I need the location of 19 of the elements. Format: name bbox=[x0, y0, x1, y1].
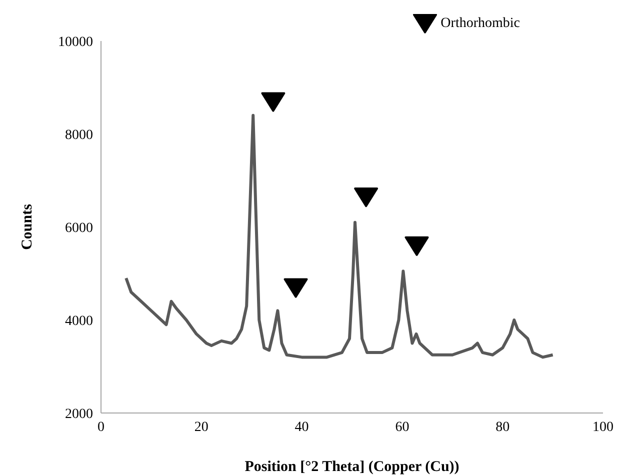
x-tick-label: 40 bbox=[294, 420, 309, 435]
y-tick-label: 8000 bbox=[65, 128, 93, 143]
y-tick-label: 4000 bbox=[65, 314, 93, 329]
x-tick-label: 100 bbox=[592, 420, 614, 435]
y-axis-title: Counts bbox=[19, 204, 36, 250]
point bbox=[284, 278, 308, 298]
x-tick-label: 60 bbox=[395, 420, 410, 435]
y-tick-label: 10000 bbox=[58, 34, 93, 50]
line-series bbox=[124, 114, 554, 359]
point bbox=[404, 236, 429, 256]
x-axis-title: Position [°2 Theta] (Copper (Cu)) bbox=[244, 459, 460, 475]
point bbox=[261, 92, 286, 112]
y-tick-label: 6000 bbox=[65, 220, 93, 236]
x-tick-label: 80 bbox=[496, 420, 510, 435]
x-tick-label: 20 bbox=[194, 420, 208, 435]
x-tick-label: 0 bbox=[98, 420, 104, 435]
legend-label: Orthorhombic bbox=[440, 16, 520, 32]
point bbox=[354, 188, 378, 208]
y-tick-label: 2000 bbox=[65, 406, 93, 422]
